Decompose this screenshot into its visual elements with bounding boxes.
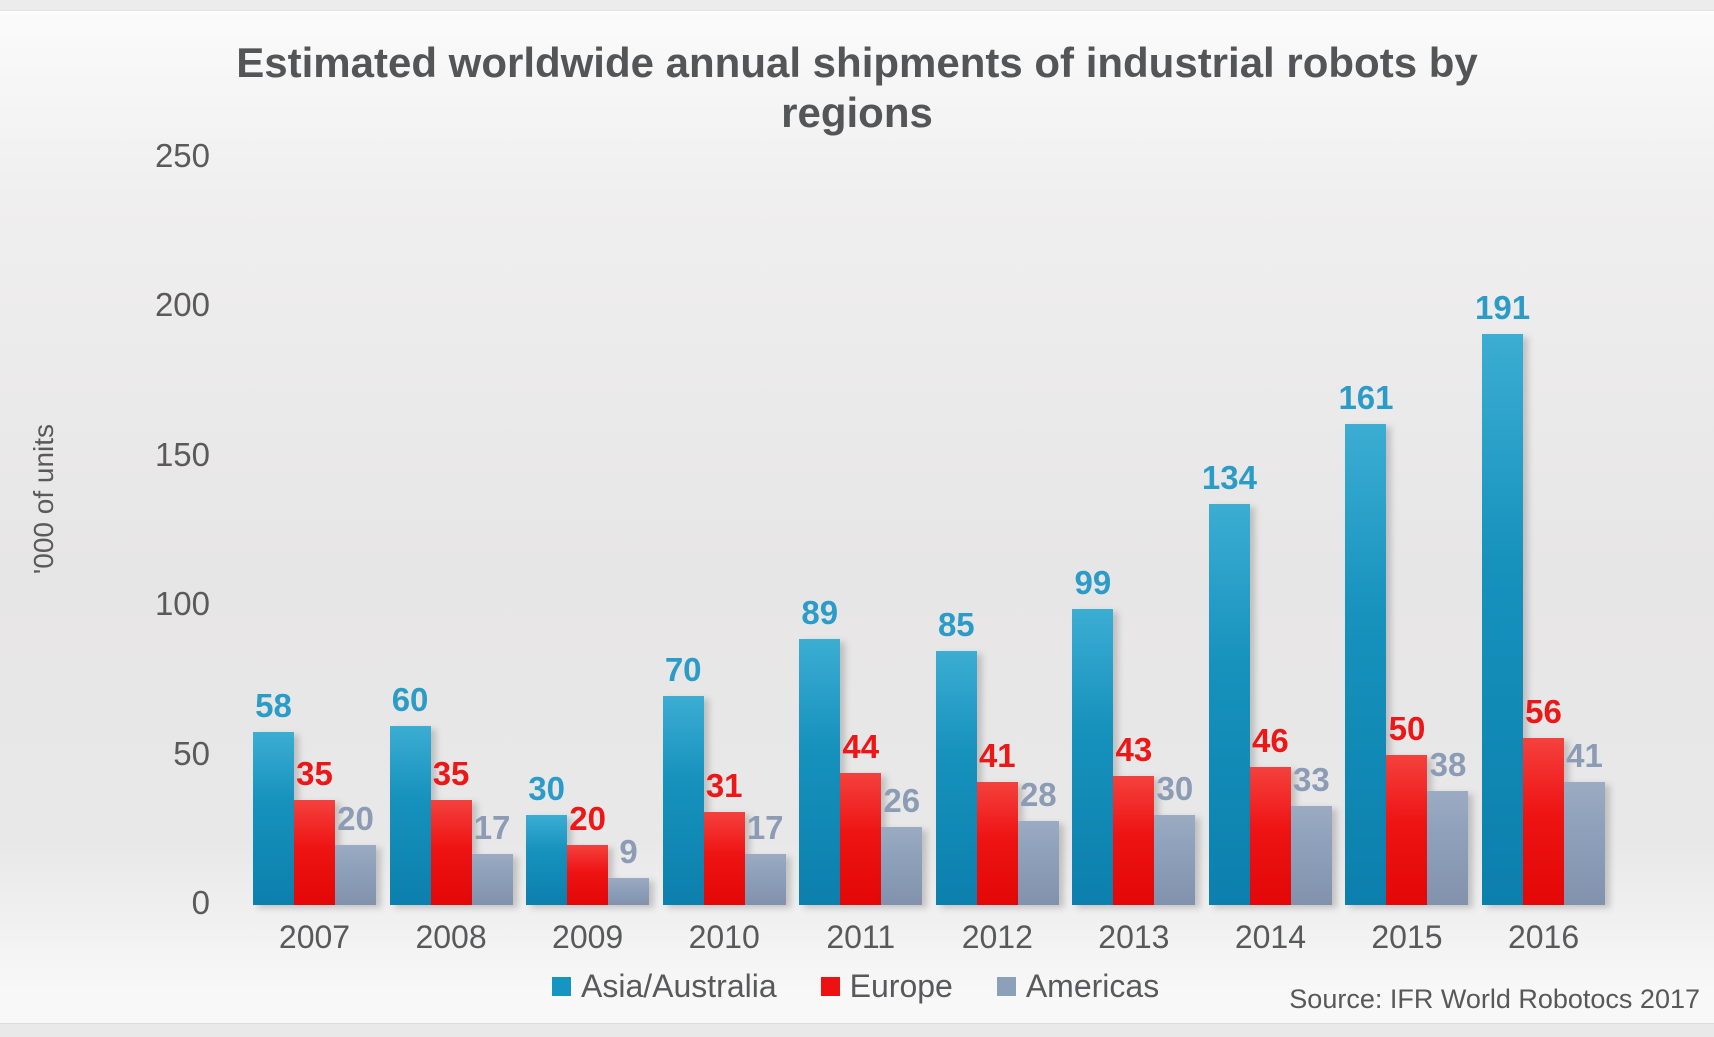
value-label-asia-australia-2013: 99 (1074, 564, 1112, 601)
value-label-asia-australia-2011: 89 (801, 594, 839, 631)
legend-item-americas: Americas (996, 968, 1160, 1005)
value-label-europe-2012: 41 (978, 737, 1016, 774)
value-label-europe-2008: 35 (432, 755, 470, 792)
value-label-asia-australia-2010: 70 (664, 651, 702, 688)
bar-americas-2007 (335, 845, 376, 905)
legend-item-europe: Europe (820, 968, 953, 1005)
value-label-europe-2010: 31 (705, 767, 743, 804)
bar-europe-2014 (1249, 767, 1291, 905)
value-label-americas-2011: 26 (883, 782, 921, 819)
bar-asia-australia-2010 (662, 696, 704, 905)
y-tick-250: 250 (154, 136, 210, 174)
x-tick-2014: 2014 (1234, 919, 1306, 955)
x-tick-2009: 2009 (552, 919, 624, 955)
source-note: Source: IFR World Robotocs 2017 (1289, 984, 1700, 1014)
x-tick-2012: 2012 (961, 919, 1033, 955)
legend-label-europe: Europe (849, 968, 953, 1004)
value-label-americas-2014: 33 (1293, 761, 1330, 798)
bar-americas-2016 (1564, 782, 1606, 905)
value-label-asia-australia-2012: 85 (937, 606, 975, 643)
bar-asia-australia-2009 (526, 815, 568, 905)
value-label-europe-2015: 50 (1388, 710, 1426, 747)
x-tick-2013: 2013 (1098, 919, 1170, 955)
y-tick-150: 150 (154, 435, 210, 473)
bar-americas-2008 (471, 854, 513, 905)
value-label-americas-2009: 9 (619, 833, 638, 870)
bar-americas-2013 (1154, 815, 1196, 905)
value-label-europe-2016: 56 (1525, 693, 1562, 730)
value-label-americas-2008: 17 (473, 809, 511, 846)
legend-label-americas: Americas (1025, 968, 1160, 1004)
x-tick-2007: 2007 (278, 919, 351, 955)
value-label-asia-australia-2007: 58 (255, 687, 292, 724)
y-tick-100: 100 (154, 585, 210, 622)
legend-label-asia-australia: Asia/Australia (581, 968, 777, 1004)
bar-europe-2008 (430, 800, 472, 905)
x-tick-2011: 2011 (826, 919, 896, 955)
legend: Asia/Australia Europe Americas (552, 968, 1159, 1005)
bar-europe-2012 (976, 782, 1018, 905)
bar-europe-2010 (703, 812, 745, 905)
value-label-americas-2015: 38 (1429, 746, 1467, 783)
value-label-europe-2011: 44 (842, 728, 880, 765)
bar-asia-australia-2007 (253, 732, 294, 905)
bar-europe-2015 (1386, 755, 1428, 905)
value-label-asia-australia-2016: 191 (1475, 289, 1531, 326)
value-label-americas-2013: 30 (1156, 770, 1194, 807)
top-strip (0, 0, 1714, 11)
bar-europe-2007 (294, 800, 335, 905)
legend-swatch-asia-australia (552, 977, 571, 996)
chart-title: Estimated worldwide annual shipments of … (236, 39, 1478, 136)
bar-americas-2011 (881, 827, 923, 905)
bar-americas-2009 (608, 878, 650, 905)
x-tick-2010: 2010 (688, 919, 760, 955)
value-label-asia-australia-2015: 161 (1338, 379, 1394, 416)
y-axis-label: '000 of units (28, 423, 59, 575)
legend-item-asia-australia: Asia/Australia (552, 968, 777, 1005)
value-label-americas-2016: 41 (1566, 737, 1603, 774)
bar-europe-2009 (567, 845, 609, 905)
value-label-asia-australia-2014: 134 (1201, 459, 1257, 496)
x-tick-2015: 2015 (1371, 919, 1443, 955)
bar-asia-australia-2014 (1208, 504, 1250, 905)
x-tick-2016: 2016 (1507, 919, 1580, 955)
bar-asia-australia-2008 (389, 726, 431, 905)
bar-americas-2015 (1427, 791, 1469, 905)
value-label-americas-2012: 28 (1019, 776, 1057, 813)
y-tick-50: 50 (173, 734, 210, 772)
value-label-europe-2013: 43 (1115, 731, 1153, 768)
bar-asia-australia-2011 (799, 639, 841, 905)
y-tick-200: 200 (154, 286, 210, 323)
value-label-americas-2007: 20 (337, 800, 374, 837)
bar-americas-2012 (1017, 821, 1059, 905)
bar-asia-australia-2015 (1345, 424, 1387, 905)
legend-swatch-americas (996, 977, 1016, 996)
bar-europe-2013 (1113, 776, 1155, 905)
bar-europe-2011 (840, 773, 882, 905)
value-label-asia-australia-2009: 30 (528, 770, 565, 807)
bar-asia-australia-2012 (935, 651, 977, 905)
value-label-europe-2014: 46 (1252, 722, 1289, 759)
bar-americas-2014 (1290, 806, 1332, 905)
bar-asia-australia-2016 (1482, 334, 1524, 905)
bar-americas-2010 (744, 854, 786, 905)
x-tick-2008: 2008 (415, 919, 487, 955)
value-label-europe-2007: 35 (296, 755, 333, 792)
bottom-strip (0, 1023, 1714, 1037)
bar-asia-australia-2013 (1072, 609, 1114, 905)
y-tick-0: 0 (191, 884, 210, 921)
bar-europe-2016 (1523, 738, 1565, 905)
value-label-europe-2009: 20 (569, 800, 606, 837)
value-label-americas-2010: 17 (746, 809, 784, 846)
legend-swatch-europe (820, 977, 840, 996)
value-label-asia-australia-2008: 60 (391, 681, 429, 718)
